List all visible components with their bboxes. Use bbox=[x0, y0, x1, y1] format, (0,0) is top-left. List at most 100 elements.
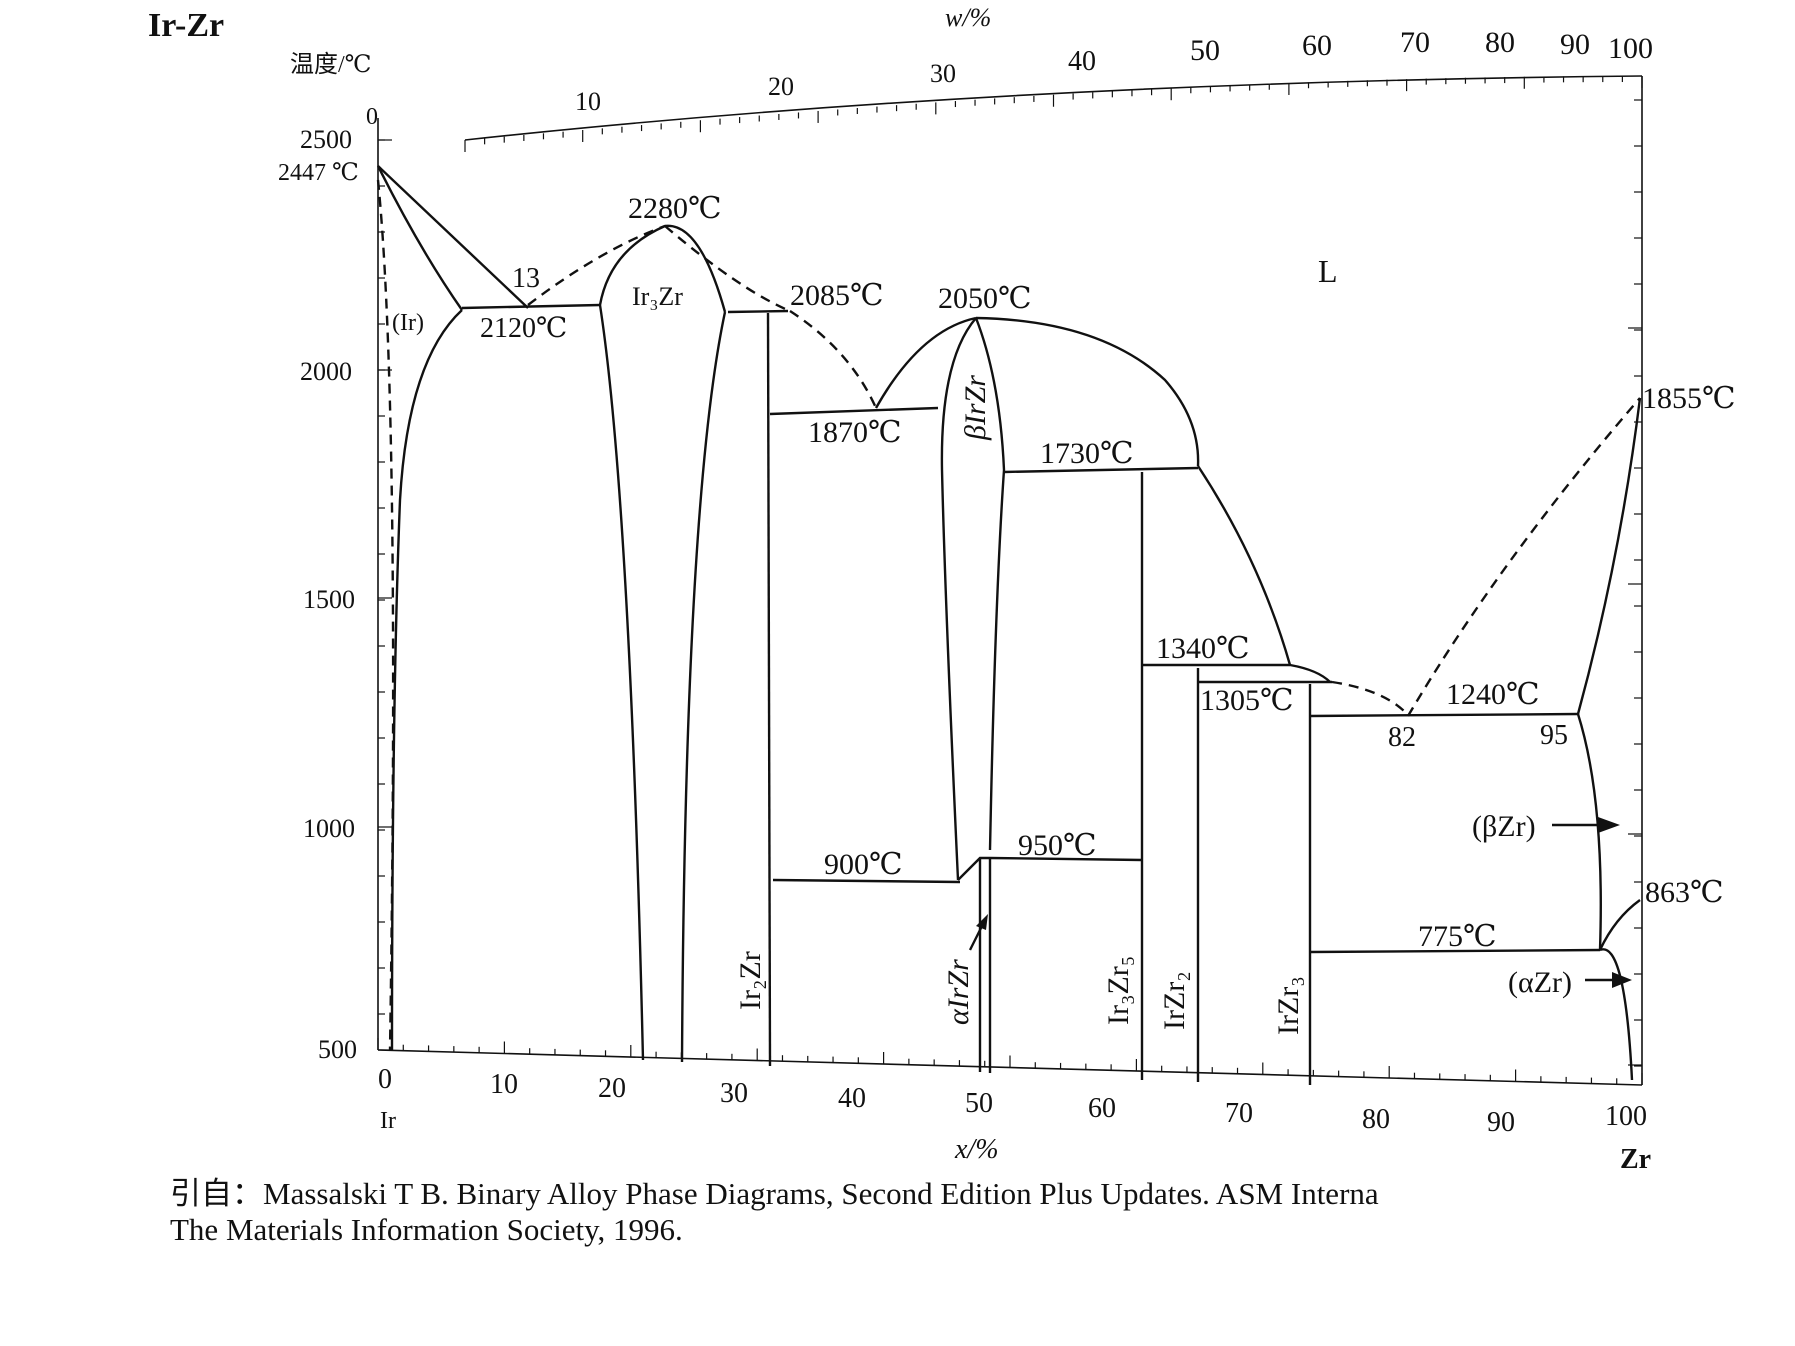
label-ir3zr: Ir₃Zr bbox=[632, 282, 683, 311]
peritectic-1730-line bbox=[1003, 466, 1199, 474]
x-tick-90: 90 bbox=[1487, 1107, 1515, 1138]
eutectic-2120-line bbox=[461, 303, 601, 310]
x-tick-70: 70 bbox=[1225, 1098, 1253, 1129]
solvus-ir-dashed bbox=[376, 179, 395, 1051]
label-775: 775℃ bbox=[1418, 920, 1497, 953]
arrow-beta-irzr bbox=[968, 914, 988, 951]
label-863: 863℃ bbox=[1645, 876, 1724, 909]
y-tick-1000: 1000 bbox=[303, 814, 355, 843]
citation-line-2: The Materials Information Society, 1996. bbox=[170, 1212, 683, 1247]
arrow-beta-zr bbox=[1552, 817, 1620, 833]
label-beta-zr: (βZr) bbox=[1472, 810, 1536, 843]
ir3zr-left-boundary bbox=[598, 304, 645, 1061]
label-1855: 1855℃ bbox=[1642, 382, 1736, 415]
y-tick-2000: 2000 bbox=[300, 357, 352, 386]
x-tick-30: 30 bbox=[720, 1078, 748, 1109]
label-2050: 2050℃ bbox=[938, 282, 1032, 315]
eutectoid-775-line bbox=[1309, 948, 1601, 954]
y-tick-500: 500 bbox=[318, 1035, 357, 1064]
ir-melting-label: 2447 ℃ bbox=[278, 160, 359, 186]
label-82: 82 bbox=[1388, 722, 1416, 753]
solidus-zr bbox=[1576, 397, 1642, 715]
label-alpha-zr: (αZr) bbox=[1508, 966, 1572, 999]
label-irzr3: IrZr₃ bbox=[1272, 976, 1305, 1035]
label-liquid: L bbox=[1318, 253, 1338, 289]
label-beta-irzr: βIrZr bbox=[959, 375, 992, 441]
arrow-alpha-zr bbox=[1585, 972, 1632, 988]
peritectic-2085-line bbox=[727, 309, 789, 314]
top-tick-40: 40 bbox=[1068, 46, 1096, 77]
eutectic-1870-line bbox=[769, 406, 939, 416]
eutectic-1240-line bbox=[1309, 712, 1579, 718]
liquidus-2050-to-1730 bbox=[975, 316, 1200, 467]
liquidus-1730-to-1340 bbox=[1196, 465, 1292, 666]
x-tick-80: 80 bbox=[1362, 1104, 1390, 1135]
label-1340: 1340℃ bbox=[1156, 632, 1250, 665]
citation-line-1: 引自：Massalski T B. Binary Alloy Phase Dia… bbox=[170, 1176, 1379, 1211]
x-tick-50: 50 bbox=[965, 1088, 993, 1119]
x-tick-10: 10 bbox=[490, 1069, 518, 1100]
label-13: 13 bbox=[512, 263, 540, 294]
top-tick-80: 80 bbox=[1485, 26, 1515, 59]
left-element-label: Ir bbox=[380, 1108, 396, 1134]
alpha-zr-transus bbox=[1598, 899, 1641, 951]
x-tick-20: 20 bbox=[598, 1073, 626, 1104]
diagram-title: Ir-Zr bbox=[148, 7, 224, 44]
top-tick-50: 50 bbox=[1190, 34, 1220, 67]
liquidus-ir bbox=[377, 165, 529, 309]
x-tick-60: 60 bbox=[1088, 1093, 1116, 1124]
label-1730: 1730℃ bbox=[1040, 437, 1134, 470]
label-ir-solid: (Ir) bbox=[392, 310, 424, 336]
tick-marks bbox=[377, 76, 1643, 1085]
label-2120: 2120℃ bbox=[480, 313, 567, 344]
ir3zr-right-boundary bbox=[680, 311, 727, 1063]
label-1240: 1240℃ bbox=[1446, 678, 1540, 711]
alpha-irzr-top bbox=[957, 856, 990, 881]
y-tick-1500: 1500 bbox=[303, 585, 355, 614]
alpha-zr-solvus bbox=[1599, 948, 1634, 1081]
liquidus-82-to-zr bbox=[1406, 397, 1641, 717]
ir2zr-line bbox=[766, 312, 772, 1067]
top-tick-0: 0 bbox=[366, 104, 378, 130]
x-tick-100: 100 bbox=[1605, 1101, 1647, 1132]
solvus-ir bbox=[390, 309, 463, 1051]
beta-irzr-left bbox=[940, 317, 977, 881]
x-axis-label: x/% bbox=[954, 1134, 999, 1165]
liquidus-13-to-ir3zr bbox=[527, 224, 666, 306]
label-1870: 1870℃ bbox=[808, 416, 902, 449]
top-tick-30: 30 bbox=[930, 59, 956, 88]
label-95: 95 bbox=[1540, 720, 1568, 751]
label-2085: 2085℃ bbox=[790, 279, 884, 312]
top-axis bbox=[464, 75, 1643, 141]
label-2280: 2280℃ bbox=[628, 192, 722, 225]
liquidus-1870-to-2050 bbox=[874, 316, 977, 409]
beta-irzr-right bbox=[974, 317, 1006, 851]
x-tick-40: 40 bbox=[838, 1083, 866, 1114]
x-axis bbox=[377, 1049, 1643, 1086]
transformation-950-line bbox=[989, 856, 1143, 862]
top-tick-100: 100 bbox=[1608, 32, 1653, 65]
top-tick-90: 90 bbox=[1560, 28, 1590, 61]
solidus-ir bbox=[376, 165, 463, 311]
eutectoid-900-line bbox=[772, 878, 961, 884]
label-900: 900℃ bbox=[824, 848, 903, 881]
solvus-beta-zr bbox=[1576, 713, 1602, 951]
right-element-label: Zr bbox=[1620, 1144, 1651, 1175]
top-tick-60: 60 bbox=[1302, 29, 1332, 62]
label-ir2zr: Ir₂Zr bbox=[734, 951, 767, 1010]
y-axis-label: 温度/℃ bbox=[290, 51, 372, 78]
label-950: 950℃ bbox=[1018, 829, 1097, 862]
label-alpha-irzr: αIrZr bbox=[942, 959, 975, 1025]
liquidus-1305-to-82 bbox=[1331, 680, 1409, 716]
liquidus-1340-to-1305 bbox=[1289, 663, 1331, 683]
label-1305: 1305℃ bbox=[1200, 684, 1294, 717]
x-tick-0: 0 bbox=[378, 1064, 392, 1095]
y-tick-2500: 2500 bbox=[300, 125, 352, 154]
label-irzr2: IrZr₂ bbox=[1158, 971, 1191, 1030]
top-tick-20: 20 bbox=[768, 72, 794, 101]
top-axis-label: w/% bbox=[945, 3, 991, 32]
liquidus-ir3zr-dashed bbox=[664, 225, 791, 313]
top-tick-70: 70 bbox=[1400, 26, 1430, 59]
label-ir3zr5: Ir₃Zr₅ bbox=[1102, 956, 1135, 1025]
